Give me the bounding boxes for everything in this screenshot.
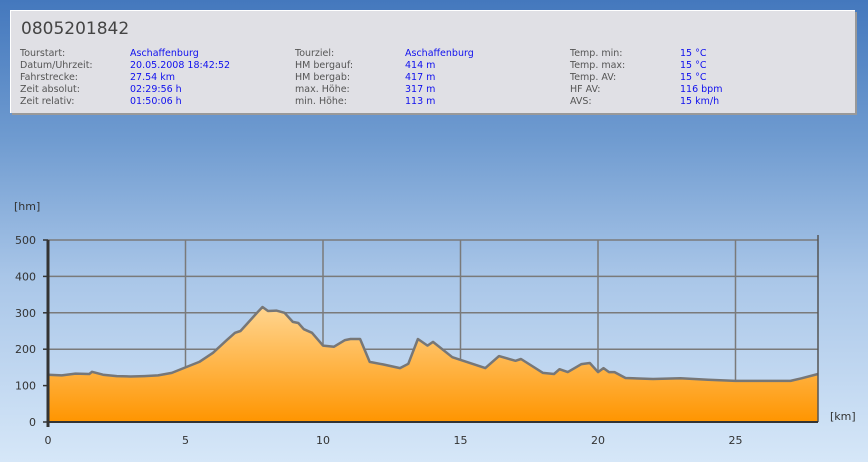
y-tick-label: 100: [15, 380, 36, 393]
label-tourstart: Tourstart:: [20, 48, 66, 59]
tour-info-panel: 0805201842 Tourstart: Datum/Uhrzeit: Fah…: [10, 10, 855, 113]
value-fahrstrecke: 27.54 km: [130, 72, 175, 83]
value-tourziel: Aschaffenburg: [405, 48, 474, 59]
x-tick-label: 25: [729, 434, 743, 447]
col2-values: Aschaffenburg 414 m 417 m 317 m 113 m: [405, 48, 474, 108]
y-tick-label: 200: [15, 343, 36, 356]
label-temp-av: Temp. AV:: [570, 72, 617, 83]
x-tick-label: 0: [45, 434, 52, 447]
col3-values: 15 °C 15 °C 15 °C 116 bpm 15 km/h: [680, 48, 722, 108]
label-min-hoehe: min. Höhe:: [295, 96, 347, 107]
value-zeit-relativ: 01:50:06 h: [130, 96, 182, 107]
value-hm-bergab: 417 m: [405, 72, 436, 83]
value-datum: 20.05.2008 18:42:52: [130, 60, 231, 71]
y-tick-label: 0: [29, 416, 36, 429]
label-avs: AVS:: [570, 96, 592, 107]
col1-labels: Tourstart: Datum/Uhrzeit: Fahrstrecke: Z…: [20, 48, 93, 108]
col3-labels: Temp. min: Temp. max: Temp. AV: HF AV: A…: [570, 48, 625, 108]
label-datum: Datum/Uhrzeit:: [20, 60, 93, 71]
label-max-hoehe: max. Höhe:: [295, 84, 350, 95]
x-tick-label: 15: [454, 434, 468, 447]
value-avs: 15 km/h: [680, 96, 720, 107]
label-temp-max: Temp. max:: [570, 60, 626, 71]
value-hm-bergauf: 414 m: [405, 60, 436, 71]
label-fahrstrecke: Fahrstrecke:: [20, 72, 78, 83]
x-tick-label: 20: [591, 434, 605, 447]
x-tick-label: 5: [182, 434, 189, 447]
elevation-line: [47, 305, 819, 383]
value-zeit-absolut: 02:29:56 h: [130, 84, 182, 95]
y-tick-label: 300: [15, 307, 36, 320]
value-hf-av: 116 bpm: [680, 84, 723, 95]
label-temp-min: Temp. min:: [570, 48, 623, 59]
value-temp-min: 15 °C: [680, 48, 707, 59]
x-axis-label: [km]: [830, 410, 856, 423]
col1-values: Aschaffenburg 20.05.2008 18:42:52 27.54 …: [130, 48, 230, 108]
label-zeit-absolut: Zeit absolut:: [20, 84, 80, 95]
y-tick-label: 400: [15, 270, 36, 283]
value-temp-max: 15 °C: [680, 60, 707, 71]
x-tick-label: 10: [316, 434, 330, 447]
y-axis-label: [hm]: [14, 200, 40, 213]
y-tick-label: 500: [15, 234, 36, 247]
value-tourstart: Aschaffenburg: [130, 48, 199, 59]
tour-title: 0805201842: [21, 19, 130, 39]
elevation-area: [48, 307, 818, 422]
label-hf-av: HF AV:: [570, 84, 601, 95]
label-hm-bergab: HM bergab:: [295, 72, 351, 83]
label-tourziel: Tourziel:: [295, 48, 335, 59]
value-min-hoehe: 113 m: [405, 96, 436, 107]
col2-labels: Tourziel: HM bergauf: HM bergab: max. Hö…: [295, 48, 353, 108]
label-hm-bergauf: HM bergauf:: [295, 60, 354, 71]
value-max-hoehe: 317 m: [405, 84, 436, 95]
label-zeit-relativ: Zeit relativ:: [20, 96, 75, 107]
value-temp-av: 15 °C: [680, 72, 707, 83]
